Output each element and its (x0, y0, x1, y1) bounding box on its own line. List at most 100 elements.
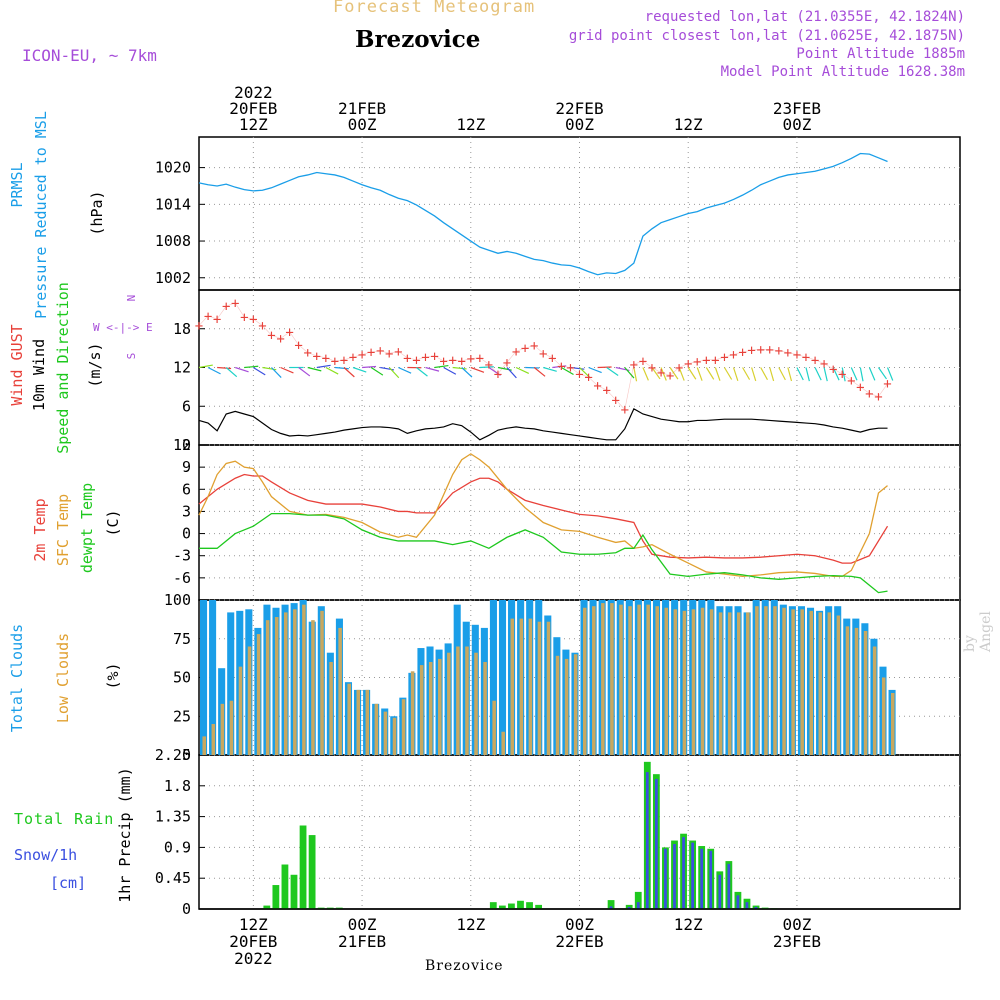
snow-bar (682, 837, 685, 909)
wind-arrow (760, 367, 769, 381)
temperature-ytick-label: 9 (182, 458, 191, 476)
gust-marker: + (494, 367, 502, 383)
low-cloud-bar (329, 662, 333, 755)
low-cloud-bar (782, 607, 786, 755)
low-cloud-bar (890, 693, 895, 755)
location-title: Brezovice (355, 26, 481, 53)
low-cloud-bar (474, 652, 478, 755)
gust-marker: + (204, 309, 212, 325)
gust-marker: + (548, 351, 556, 367)
bottom-time-label: 00Z (348, 915, 377, 934)
compass-south: S (125, 353, 138, 360)
wind-arrow (334, 366, 349, 370)
bottom-time-label: 12Z (456, 915, 485, 934)
top-time-label: 00Z (782, 115, 811, 134)
wind-arrow (814, 367, 822, 381)
top-time-label: 22FEB (555, 99, 603, 118)
wind-arrow (352, 366, 367, 373)
snow-bar (754, 906, 758, 909)
low-cloud-bar (592, 606, 596, 755)
rain-bar (607, 900, 615, 909)
gust-marker: + (675, 361, 683, 377)
wind-arrow (579, 367, 590, 378)
wind-arrow (868, 367, 876, 381)
precip-ytick-label: 0.45 (155, 869, 191, 887)
low-cloud-bar (628, 606, 632, 755)
temp-2m-label: 2m Temp (31, 498, 49, 561)
pressure-ytick-label: 1002 (155, 269, 191, 287)
low-cloud-bar (383, 711, 388, 755)
top-time-label: 2022 (234, 83, 273, 102)
gust-marker: + (847, 373, 855, 389)
snow-bar (636, 902, 640, 909)
wind-arrow (588, 366, 602, 374)
gust-marker: + (367, 345, 375, 361)
gust-marker: + (467, 351, 475, 367)
wind10m-label: 10m Wind (30, 339, 48, 411)
low-cloud-bar (492, 700, 496, 755)
pressure-ytick-label: 1008 (155, 232, 191, 250)
snow-bar (609, 906, 613, 909)
gust-marker: + (566, 361, 574, 377)
model-label: ICON-EU, ~ 7km (22, 46, 157, 65)
precip-ytick-label: 1.8 (164, 777, 191, 795)
wind-arrow (244, 365, 259, 369)
wind-arrow (416, 367, 428, 377)
bottom-time-label: 12Z (239, 915, 268, 934)
wind-arrow (452, 366, 467, 370)
low-cloud-bar (764, 606, 768, 755)
bottom-time-label: 22FEB (555, 932, 603, 951)
wind-arrow (316, 364, 331, 369)
gust-marker: + (720, 350, 728, 366)
low-cloud-bar (401, 699, 406, 755)
gust-marker: + (684, 357, 692, 373)
temp-line-0 (198, 473, 889, 564)
wind-arrow (461, 367, 473, 378)
wind-arrow (425, 366, 440, 372)
wind-arrow (678, 367, 685, 381)
total-cloud-bar (227, 612, 235, 755)
rain-bar (308, 835, 316, 909)
low-cloud-bar (800, 609, 804, 755)
snow-unit-legend: [cm] (50, 874, 86, 892)
gust-marker: + (331, 354, 339, 370)
top-time-label: 00Z (348, 115, 377, 134)
low-cloud-bar (700, 607, 705, 755)
gust-marker: + (412, 353, 420, 369)
low-cloud-bar (356, 689, 361, 755)
wind-arrow (787, 367, 793, 382)
temperature-ytick-label: 0 (182, 525, 191, 543)
gust-marker: + (231, 296, 239, 312)
low-cloud-bar (465, 646, 469, 755)
chart-subtitle: Forecast Meteogram (333, 0, 536, 17)
wind-arrow (470, 366, 485, 373)
top-time-label: 12Z (456, 115, 485, 134)
wind-arrow (769, 367, 775, 382)
wind-ytick-label: 12 (173, 359, 191, 377)
wind-arrow (570, 366, 585, 370)
bottom-time-label: 23FEB (773, 932, 821, 951)
low-cloud-bar (809, 610, 813, 755)
low-cloud-bar (736, 612, 741, 755)
gust-marker: + (458, 354, 466, 370)
wind-arrow (298, 367, 311, 377)
point-altitude: Point Altitude 1885m (796, 46, 965, 62)
gust-marker: + (766, 342, 774, 358)
low-cloud-bar (601, 603, 605, 755)
gust-marker: + (376, 344, 384, 360)
snow-legend: Snow/1h (14, 846, 77, 864)
wind-arrow (561, 366, 574, 376)
total-cloud-bar (200, 600, 208, 755)
gust-marker: + (784, 346, 792, 362)
gust-marker: + (802, 350, 810, 366)
low-cloud-bar (220, 703, 225, 755)
low-cloud-bar (256, 634, 261, 755)
wind-arrow (398, 366, 412, 374)
precip-ytick-label: 1.35 (155, 808, 191, 826)
low-cloud-bar (428, 662, 433, 755)
gust-marker: + (530, 339, 538, 355)
top-time-label: 12Z (674, 115, 703, 134)
gust-marker: + (865, 386, 873, 402)
gust-marker: + (729, 348, 737, 364)
gust-line (198, 302, 888, 411)
